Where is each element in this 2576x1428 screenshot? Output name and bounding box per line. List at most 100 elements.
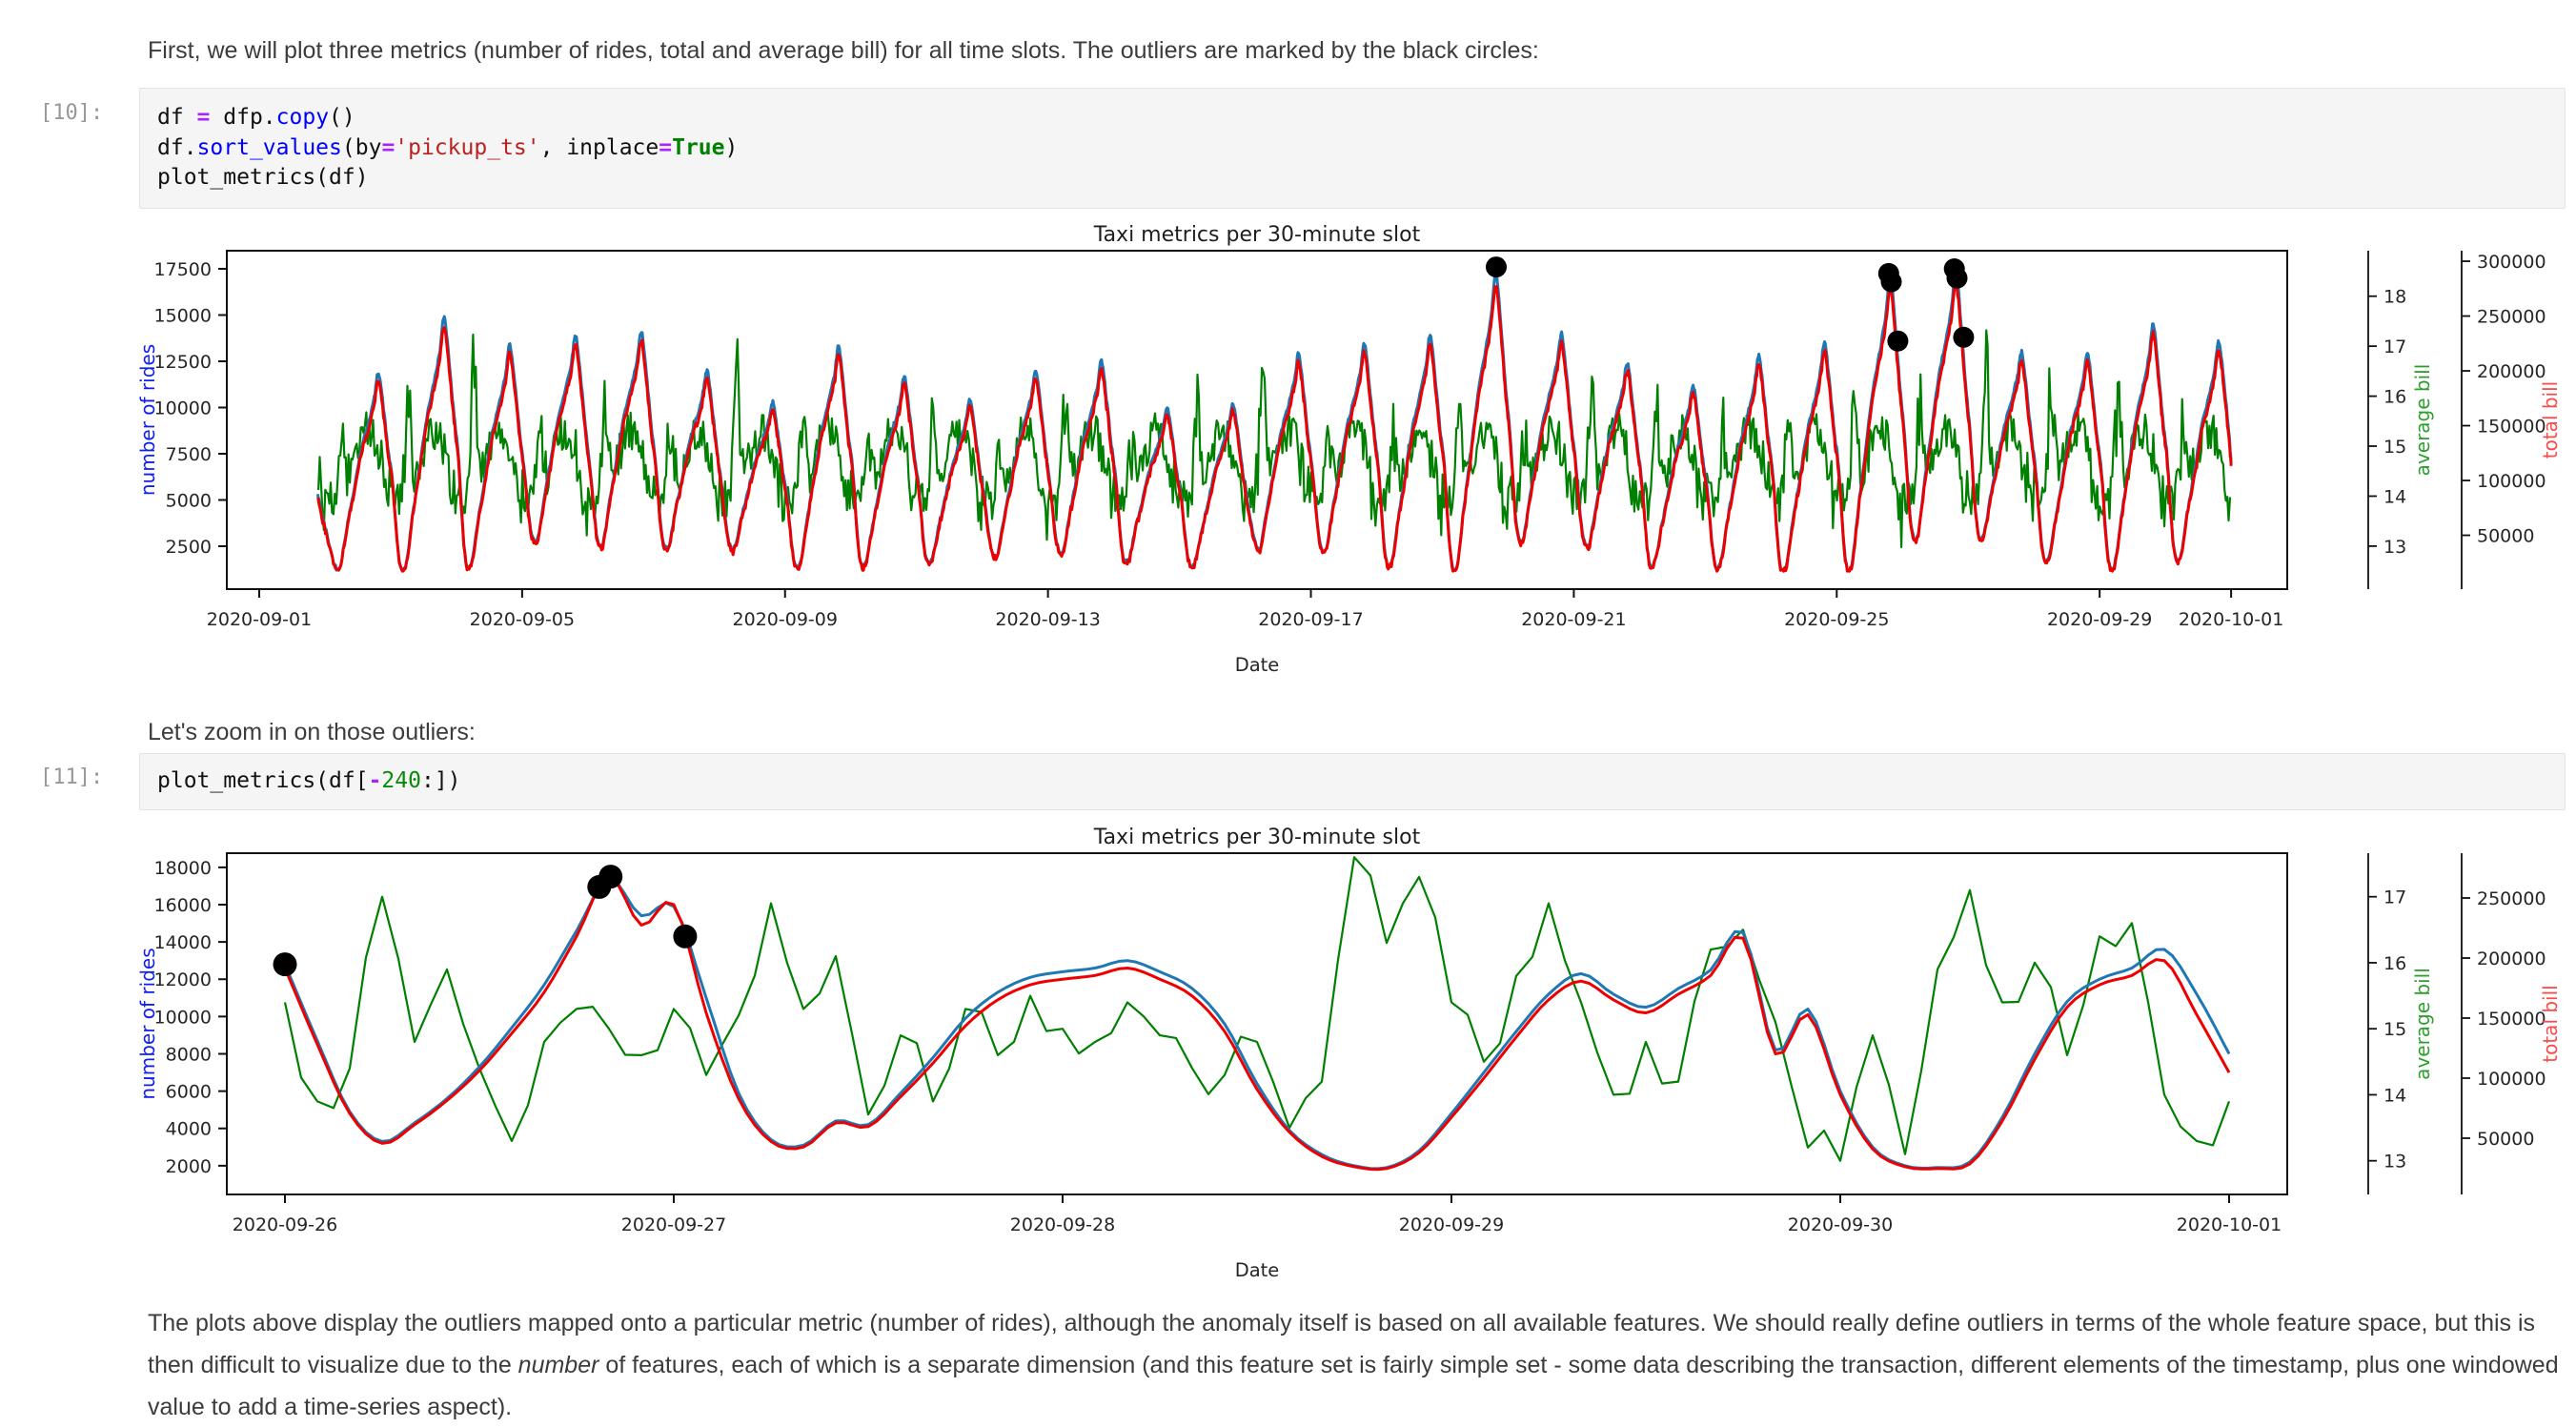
code-token: df bbox=[157, 105, 197, 130]
code-token: , inplace bbox=[539, 134, 659, 160]
right-tick-label: 250000 bbox=[2477, 888, 2546, 909]
y-tick-label: 16000 bbox=[154, 895, 212, 916]
y-tick-label: 17500 bbox=[154, 259, 212, 280]
discussion-italic-word: number bbox=[517, 1352, 599, 1378]
y-axis-label-average-bill: average bill bbox=[2411, 364, 2434, 477]
y-axis-label-total-bill: total bill bbox=[2539, 381, 2562, 459]
code-token: = bbox=[659, 134, 673, 160]
x-tick-label: 2020-09-25 bbox=[1784, 609, 1889, 630]
discussion-text-1: The plots above display the outliers map… bbox=[148, 1310, 2536, 1378]
right-tick-label: 50000 bbox=[2477, 1129, 2534, 1150]
right-tick-label: 250000 bbox=[2477, 307, 2546, 328]
right-tick-label: 200000 bbox=[2477, 949, 2546, 969]
taxi-metrics-chart-2: 2000 4000 6000 8000 10000 12000 14000 16000 1800… bbox=[136, 826, 2562, 1281]
x-tick-label: 2020-09-05 bbox=[470, 609, 575, 630]
x-tick-label: 2020-09-29 bbox=[2047, 609, 2152, 630]
right-tick-label: 14 bbox=[2383, 486, 2406, 507]
x-tick-label: 2020-09-30 bbox=[1788, 1214, 1893, 1235]
code-token: - bbox=[368, 768, 382, 793]
code-token: () bbox=[329, 105, 355, 130]
y-tick-label: 4000 bbox=[166, 1119, 212, 1140]
code-token: . bbox=[183, 134, 197, 160]
right-tick-label: 15 bbox=[2383, 437, 2406, 458]
right-tick-label: 17 bbox=[2383, 887, 2406, 908]
y-tick-label: 6000 bbox=[166, 1082, 212, 1103]
code-token: plot_metrics(df[ bbox=[157, 768, 369, 793]
series-average-bill bbox=[283, 856, 2231, 1162]
y-tick-label: 12000 bbox=[154, 969, 212, 990]
right-tick-label: 16 bbox=[2383, 387, 2406, 408]
code-token: 'pickup_ts' bbox=[395, 134, 540, 160]
chart-title: Taxi metrics per 30-minute slot bbox=[1093, 826, 1421, 849]
x-tick-label: 2020-09-17 bbox=[1258, 609, 1363, 630]
y-tick-label: 10000 bbox=[154, 398, 212, 418]
outlier-marker bbox=[273, 952, 297, 977]
right-tick-label: 50000 bbox=[2477, 526, 2534, 547]
chart-title: Taxi metrics per 30-minute slot bbox=[1093, 223, 1421, 247]
x-tick-label: 2020-09-26 bbox=[233, 1214, 337, 1235]
outlier-marker bbox=[1486, 256, 1507, 278]
x-tick-label: 2020-10-01 bbox=[2179, 609, 2283, 630]
code-token: (by bbox=[341, 134, 382, 160]
right-tick-label: 13 bbox=[2383, 537, 2406, 558]
plot-series bbox=[315, 267, 2233, 573]
x-tick-label: 2020-09-27 bbox=[621, 1214, 726, 1235]
series-total-bill bbox=[316, 279, 2233, 573]
code-token: . bbox=[262, 105, 276, 130]
series-number-of-rides bbox=[283, 877, 2231, 1171]
outlier-marker bbox=[1880, 271, 1902, 293]
outlier-marker bbox=[1953, 326, 1975, 348]
series-average-bill bbox=[317, 329, 2232, 549]
taxi-metrics-chart-1: 2500 5000 7500 10000 12500 15000 17500 2020-09-… bbox=[136, 223, 2562, 676]
code-token: = bbox=[381, 134, 396, 160]
y-axis-label-rides: number of rides bbox=[136, 344, 159, 496]
code-token: ) bbox=[724, 134, 739, 160]
outlier-marker bbox=[673, 924, 698, 949]
y-tick-label: 12500 bbox=[154, 352, 212, 373]
x-axis-label: Date bbox=[1235, 654, 1280, 676]
x-tick-label: 2020-09-01 bbox=[207, 609, 312, 630]
y-tick-label: 2500 bbox=[166, 537, 212, 558]
markdown-paragraph-zoom: Let's zoom in on those outliers: bbox=[148, 719, 476, 745]
code-token: = bbox=[196, 105, 211, 130]
series-total-bill bbox=[283, 875, 2231, 1172]
y-tick-label: 2000 bbox=[166, 1156, 212, 1177]
discussion-text-2: of features, each of which is a separate… bbox=[148, 1352, 2559, 1420]
code-token: copy bbox=[275, 105, 330, 130]
plot-series bbox=[283, 856, 2231, 1172]
code-token: plot_metrics(df) bbox=[157, 165, 369, 190]
y-axis-label-rides: number of rides bbox=[136, 948, 159, 1099]
code-cell-10[interactable]: df = dfp.copy() df.sort_values(by='picku… bbox=[139, 88, 2566, 209]
y-tick-label: 18000 bbox=[154, 858, 212, 879]
right-tick-label: 18 bbox=[2383, 287, 2406, 308]
code-token: :]) bbox=[420, 768, 461, 793]
x-tick-label: 2020-09-21 bbox=[1521, 609, 1626, 630]
right-tick-label: 100000 bbox=[2477, 1069, 2546, 1090]
markdown-paragraph-intro: First, we will plot three metrics (numbe… bbox=[148, 37, 1539, 64]
outlier-marker bbox=[598, 865, 623, 889]
y-tick-label: 7500 bbox=[166, 444, 212, 465]
right-tick-label: 17 bbox=[2383, 337, 2406, 357]
cell-input-prompt: [11]: bbox=[40, 765, 104, 789]
y-axis-label-average-bill: average bill bbox=[2411, 968, 2434, 1080]
right-tick-label: 300000 bbox=[2477, 252, 2546, 273]
y-tick-label: 15000 bbox=[154, 306, 212, 327]
code-editor-11[interactable]: plot_metrics(df[-240:]) bbox=[140, 754, 2565, 809]
y-tick-label: 14000 bbox=[154, 932, 212, 953]
x-tick-label: 2020-10-01 bbox=[2177, 1214, 2282, 1235]
code-editor-10[interactable]: df = dfp.copy() df.sort_values(by='picku… bbox=[140, 89, 2565, 208]
x-tick-label: 2020-09-13 bbox=[995, 609, 1100, 630]
right-tick-label: 15 bbox=[2383, 1019, 2406, 1040]
outlier-marker bbox=[1887, 330, 1909, 352]
code-token: True bbox=[672, 134, 725, 160]
y-axis-label-total-bill: total bill bbox=[2539, 985, 2562, 1062]
x-tick-label: 2020-09-09 bbox=[733, 609, 838, 630]
right-tick-label: 100000 bbox=[2477, 471, 2546, 492]
cell-input-prompt: [10]: bbox=[40, 101, 104, 125]
code-cell-11[interactable]: plot_metrics(df[-240:]) bbox=[139, 753, 2566, 810]
y-tick-label: 10000 bbox=[154, 1007, 212, 1028]
code-token: dfp bbox=[210, 105, 263, 130]
right-tick-label: 13 bbox=[2383, 1152, 2406, 1173]
